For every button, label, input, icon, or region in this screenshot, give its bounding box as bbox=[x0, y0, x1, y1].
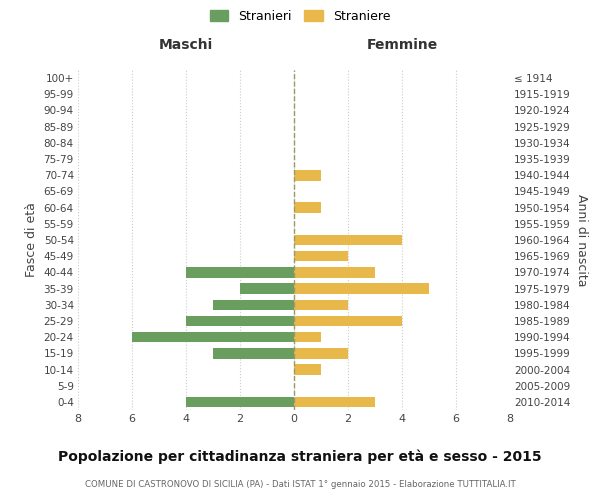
Text: Femmine: Femmine bbox=[367, 38, 437, 52]
Bar bbox=[132, 332, 294, 342]
Bar bbox=[240, 284, 294, 294]
Bar bbox=[213, 300, 294, 310]
Y-axis label: Fasce di età: Fasce di età bbox=[25, 202, 38, 278]
Bar bbox=[294, 348, 348, 358]
Bar bbox=[294, 284, 429, 294]
Bar bbox=[294, 364, 321, 375]
Bar bbox=[294, 202, 321, 213]
Bar bbox=[294, 316, 402, 326]
Bar bbox=[294, 396, 375, 407]
Bar bbox=[294, 300, 348, 310]
Bar bbox=[186, 396, 294, 407]
Text: Maschi: Maschi bbox=[159, 38, 213, 52]
Y-axis label: Anni di nascita: Anni di nascita bbox=[575, 194, 587, 286]
Bar bbox=[294, 170, 321, 180]
Bar bbox=[294, 332, 321, 342]
Bar bbox=[213, 348, 294, 358]
Text: Popolazione per cittadinanza straniera per età e sesso - 2015: Popolazione per cittadinanza straniera p… bbox=[58, 450, 542, 464]
Bar bbox=[294, 267, 375, 278]
Text: COMUNE DI CASTRONOVO DI SICILIA (PA) - Dati ISTAT 1° gennaio 2015 - Elaborazione: COMUNE DI CASTRONOVO DI SICILIA (PA) - D… bbox=[85, 480, 515, 489]
Bar bbox=[186, 267, 294, 278]
Bar bbox=[294, 234, 402, 246]
Bar bbox=[186, 316, 294, 326]
Bar bbox=[294, 251, 348, 262]
Legend: Stranieri, Straniere: Stranieri, Straniere bbox=[206, 6, 394, 26]
